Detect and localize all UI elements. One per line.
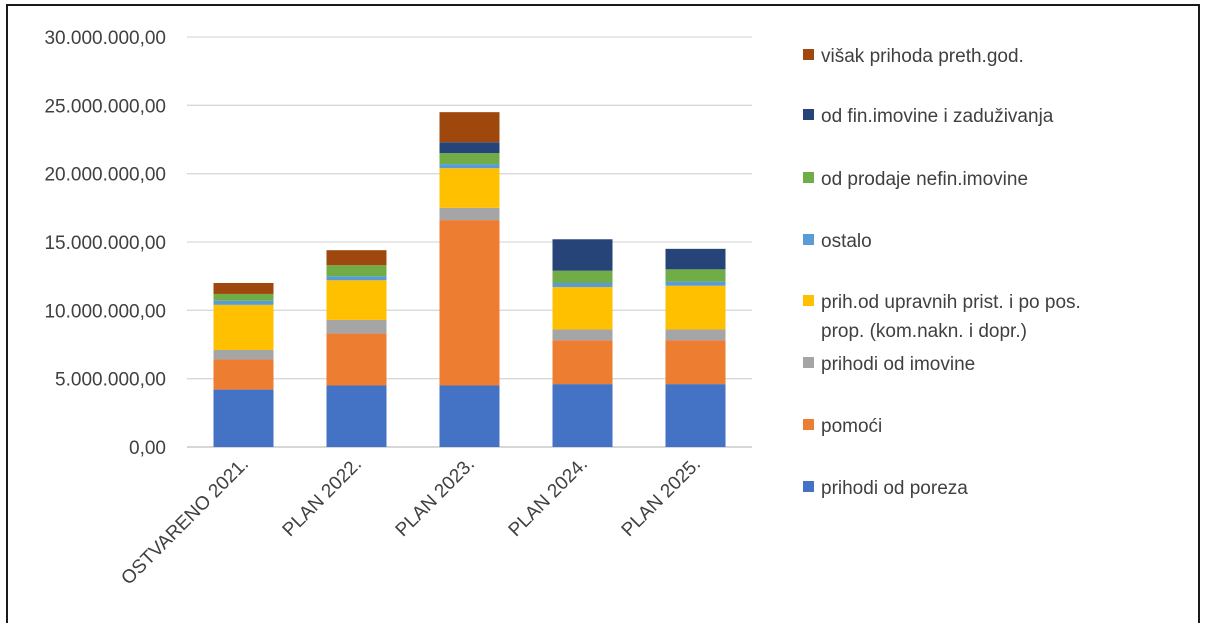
bar-segment [326, 319, 387, 334]
bar-segment [326, 250, 387, 266]
y-tick-label: 15.000.000,00 [44, 233, 166, 254]
legend-label: prihodi od poreza [821, 478, 968, 499]
x-tick-label: PLAN 2023. [392, 454, 479, 541]
legend-swatch [803, 357, 814, 368]
legend-label: prop. (kom.nakn. i dopr.) [821, 321, 1027, 342]
legend-label: višak prihoda preth.god. [821, 46, 1024, 67]
legend-label: od fin.imovine i zaduživanja [821, 106, 1054, 127]
legend-label: prihodi od imovine [821, 354, 975, 375]
bar-segment [326, 276, 387, 281]
y-tick-label: 20.000.000,00 [44, 165, 166, 186]
y-tick-label: 5.000.000,00 [55, 370, 166, 391]
legend-swatch [803, 295, 814, 306]
legend-swatch [803, 172, 814, 183]
bar-segment [665, 340, 726, 385]
bar-segment [326, 280, 387, 320]
bar-segment [552, 340, 613, 385]
y-tick-label: 0,00 [129, 438, 166, 459]
bar-segment [439, 142, 500, 154]
legend-swatch [803, 481, 814, 492]
bar-segment [213, 293, 274, 301]
bar-segment [552, 239, 613, 271]
legend-swatch [803, 49, 814, 60]
legend-label: pomoći [821, 416, 882, 437]
bar-segment [213, 389, 274, 447]
y-tick-label: 25.000.000,00 [44, 96, 166, 117]
bar-segment [213, 304, 274, 350]
bar-segment [213, 359, 274, 390]
y-tick-label: 30.000.000,00 [44, 28, 166, 49]
bar-segment [213, 283, 274, 294]
legend: višak prihoda preth.god. od fin.imovine i… [803, 46, 1081, 499]
legend-label: ostalo [821, 231, 872, 252]
bar-segment [439, 220, 500, 386]
bar-segment [439, 164, 500, 169]
x-axis: OSTVARENO 2021. PLAN 2022. PLAN 2023. PLAN … [117, 454, 705, 590]
bar-segment [326, 265, 387, 277]
bar-segment [665, 384, 726, 447]
x-tick-label: PLAN 2024. [505, 454, 592, 541]
bar-segment [552, 329, 613, 341]
legend-swatch [803, 234, 814, 245]
bar-segment [439, 168, 500, 208]
bar-segment [665, 269, 726, 282]
x-tick-label: PLAN 2022. [279, 454, 366, 541]
legend-label: od prodaje nefin.imovine [821, 169, 1028, 190]
bar-segment [439, 153, 500, 165]
bar-segment [665, 285, 726, 330]
bar-segment [326, 333, 387, 386]
x-tick-label: PLAN 2025. [618, 454, 705, 541]
x-tick-label: OSTVARENO 2021. [117, 454, 253, 590]
bar-segment [326, 385, 387, 447]
y-axis: 0,00 5.000.000,00 10.000.000,00 15.000.000,… [44, 28, 166, 459]
bar-segment [552, 270, 613, 283]
legend-swatch [803, 109, 814, 120]
bar-segment [552, 283, 613, 288]
bar-segment [439, 385, 500, 447]
y-tick-label: 10.000.000,00 [44, 301, 166, 322]
bar-segment [552, 384, 613, 447]
bar-segment [665, 248, 726, 270]
bars [213, 112, 726, 447]
legend-swatch [803, 419, 814, 430]
bar-segment [439, 207, 500, 221]
bar-segment [552, 287, 613, 330]
bar-segment [213, 300, 274, 305]
bar-segment [665, 329, 726, 341]
bar-segment [213, 349, 274, 360]
bar-segment [665, 281, 726, 286]
legend-label: prih.od upravnih prist. i po pos. [821, 292, 1081, 313]
bar-segment [439, 112, 500, 143]
